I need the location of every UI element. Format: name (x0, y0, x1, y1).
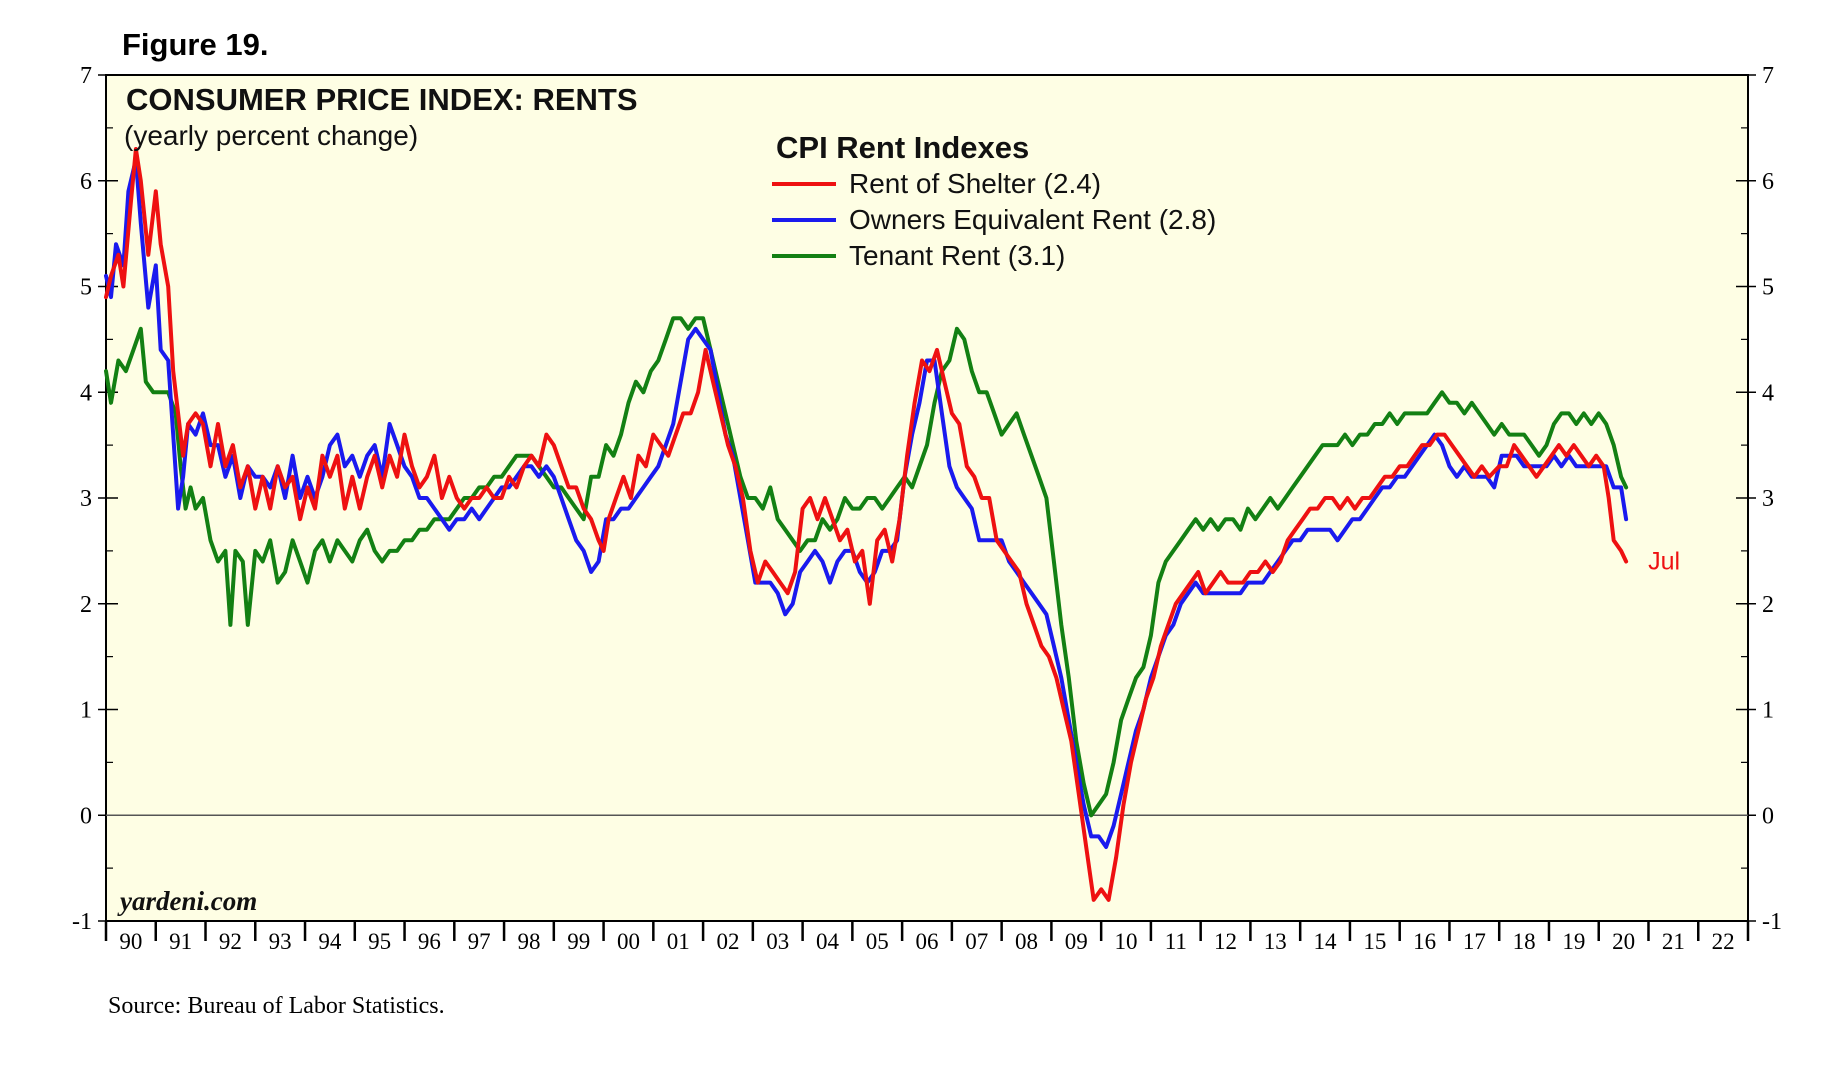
plot-area (105, 74, 1749, 922)
x-tick-label: 02 (716, 929, 739, 954)
y-tick-label-right: 5 (1762, 275, 1774, 301)
y-tick-label-left: 1 (80, 698, 92, 724)
x-tick-label: 96 (418, 929, 441, 954)
x-tick-label: 99 (567, 929, 590, 954)
x-tick-label: 94 (318, 929, 342, 954)
source-note: Source: Bureau of Labor Statistics. (108, 993, 445, 1019)
x-tick-label: 21 (1662, 929, 1685, 954)
x-tick-label: 92 (219, 929, 242, 954)
y-tick-label-right: 0 (1762, 803, 1774, 829)
y-tick-label-left: 5 (80, 275, 92, 301)
y-tick-label-right: 3 (1762, 486, 1774, 512)
chart-title: CONSUMER PRICE INDEX: RENTS (126, 82, 638, 117)
y-tick-label-left: -1 (72, 909, 92, 935)
y-tick-label-right: 6 (1762, 169, 1774, 195)
x-tick-label: 98 (517, 929, 540, 954)
legend-label-tenant-rent: Tenant Rent (3.1) (849, 240, 1065, 271)
legend-label-rent-of-shelter: Rent of Shelter (2.4) (849, 168, 1101, 199)
y-tick-label-right: -1 (1762, 909, 1782, 935)
y-tick-label-right: 4 (1762, 380, 1774, 406)
x-tick-label: 90 (119, 929, 142, 954)
y-tick-label-left: 3 (80, 486, 92, 512)
legend-title: CPI Rent Indexes (776, 130, 1029, 165)
x-tick-label: 03 (766, 929, 789, 954)
chart-subtitle: (yearly percent change) (124, 120, 418, 151)
x-tick-label: 91 (169, 929, 192, 954)
x-tick-label: 07 (965, 929, 988, 954)
x-tick-label: 17 (1463, 929, 1486, 954)
y-tick-label-right: 1 (1762, 698, 1774, 724)
x-tick-label: 20 (1612, 929, 1635, 954)
x-tick-label: 16 (1413, 929, 1436, 954)
x-tick-label: 05 (866, 929, 889, 954)
y-tick-label-left: 2 (80, 592, 92, 618)
x-axis-labels: 90 91 92 93 94 95 96 97 98 99 00 01 02 03 04 05 06 07 08 09… (119, 929, 1734, 954)
x-tick-label: 06 (916, 929, 939, 954)
axis-ticks (98, 74, 1756, 941)
x-tick-label: 22 (1712, 929, 1735, 954)
y-tick-label-right: 2 (1762, 592, 1774, 618)
y-tick-label-left: 0 (80, 803, 92, 829)
series-line-tenant-rent (104, 316, 1629, 818)
figure-label: Figure 19. (122, 27, 268, 62)
x-tick-label: 18 (1513, 929, 1536, 954)
series-layer (104, 147, 1629, 902)
x-tick-label: 11 (1165, 929, 1187, 954)
end-label: Jul (1648, 547, 1680, 575)
x-tick-label: 12 (1214, 929, 1237, 954)
legend-label-owners-equivalent-rent: Owners Equivalent Rent (2.8) (849, 204, 1216, 235)
x-tick-label: 14 (1314, 929, 1338, 954)
x-tick-label: 13 (1264, 929, 1287, 954)
x-tick-label: 97 (468, 929, 491, 954)
watermark: yardeni.com (117, 886, 257, 916)
y-tick-label-left: 4 (80, 380, 92, 406)
x-tick-label: 09 (1065, 929, 1088, 954)
x-tick-label: 08 (1015, 929, 1038, 954)
x-tick-label: 95 (368, 929, 391, 954)
y-tick-label-right: 7 (1762, 63, 1774, 89)
x-tick-label: 15 (1363, 929, 1386, 954)
legend: CPI Rent Indexes Rent of Shelter (2.4) O… (772, 130, 1216, 271)
y-tick-label-left: 6 (80, 169, 92, 195)
x-tick-label: 93 (269, 929, 292, 954)
series-line-rent-of-shelter (104, 147, 1629, 902)
y-tick-label-left: 7 (80, 63, 92, 89)
x-tick-label: 00 (617, 929, 640, 954)
y-axis-labels: -1 -1 0 0 1 1 2 2 3 3 4 4 5 5 6 6 7 7 (72, 63, 1782, 935)
x-tick-label: 01 (667, 929, 690, 954)
x-tick-label: 10 (1115, 929, 1138, 954)
x-tick-label: 04 (816, 929, 840, 954)
x-tick-label: 19 (1562, 929, 1585, 954)
